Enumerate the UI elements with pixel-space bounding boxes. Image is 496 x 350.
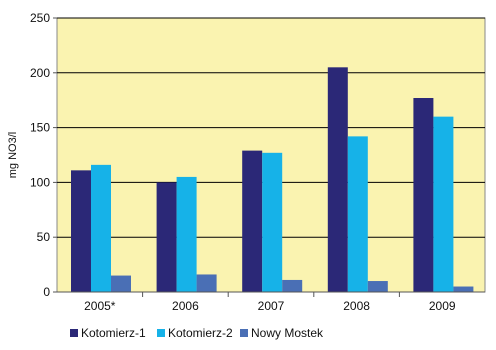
bar-nowy-mostek-2006 xyxy=(196,274,217,292)
x-tick-label: 2009 xyxy=(429,299,456,313)
y-tick-label: 250 xyxy=(30,11,50,25)
bar-kotomierz-2-2007 xyxy=(262,152,283,292)
bar-kotomierz-2-2006 xyxy=(176,176,197,292)
y-tick-label: 0 xyxy=(43,285,50,299)
legend-swatch xyxy=(70,329,78,337)
axes: 0 50 100 150 200 250 2005* 2006 2007 2008 2009 xyxy=(30,11,485,313)
legend: Kotomierz-1 Kotomierz-2 Nowy Mostek xyxy=(70,326,324,340)
bar-nowy-mostek-2009 xyxy=(453,286,474,292)
bar-nowy-mostek-2008 xyxy=(367,281,388,292)
y-tick-label: 200 xyxy=(30,66,50,80)
bar-kotomierz-1-2005 xyxy=(71,170,91,292)
y-tick-label: 100 xyxy=(30,175,50,189)
bar-kotomierz-1-2006 xyxy=(156,182,177,292)
bars xyxy=(71,67,474,293)
legend-swatch xyxy=(240,329,248,337)
y-axis-title: mg NO3/l xyxy=(7,132,19,178)
bar-kotomierz-1-2009 xyxy=(413,98,434,293)
bar-nowy-mostek-2005 xyxy=(111,275,131,292)
legend-label: Kotomierz-1 xyxy=(81,326,146,340)
bar-nowy-mostek-2007 xyxy=(282,279,303,292)
x-tick-label: 2005* xyxy=(84,299,116,313)
legend-label: Nowy Mostek xyxy=(251,326,324,340)
bar-kotomierz-1-2007 xyxy=(242,150,263,292)
x-tick-label: 2007 xyxy=(258,299,285,313)
legend-label: Kotomierz-2 xyxy=(168,326,233,340)
y-tick-label: 150 xyxy=(30,121,50,135)
bar-kotomierz-2-2005 xyxy=(91,164,111,292)
bar-kotomierz-1-2008 xyxy=(327,67,348,292)
bar-kotomierz-2-2009 xyxy=(433,116,454,292)
bar-kotomierz-2-2008 xyxy=(347,136,368,292)
y-tick-label: 50 xyxy=(37,230,51,244)
x-tick-label: 2008 xyxy=(343,299,370,313)
legend-swatch xyxy=(157,329,165,337)
x-tick-label: 2006 xyxy=(172,299,199,313)
